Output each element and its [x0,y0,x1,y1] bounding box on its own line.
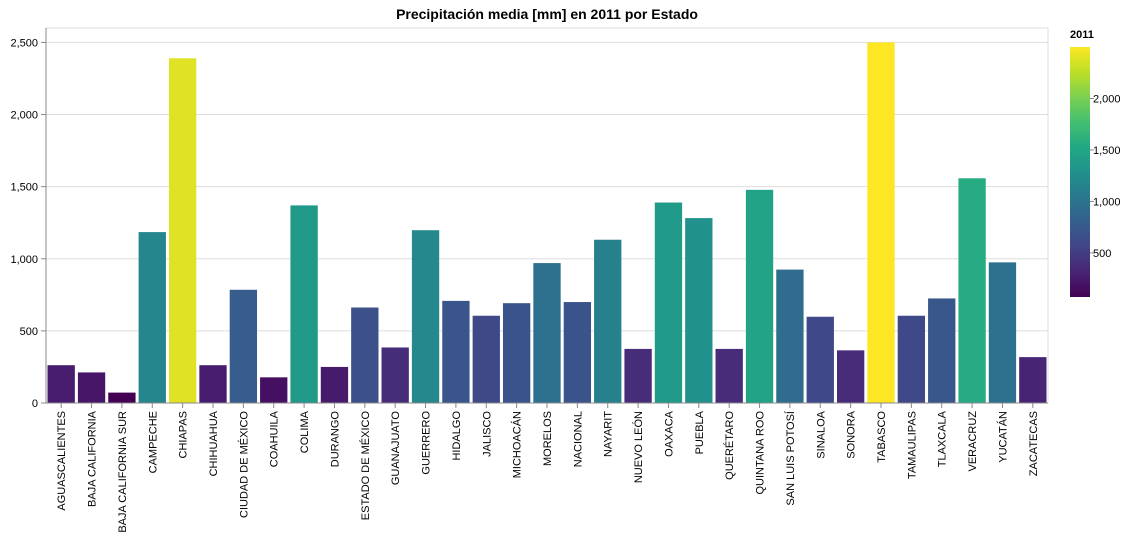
x-tick-label: CAMPECHE [147,411,159,473]
bar [229,289,258,403]
color-legend: 2011 500 1,000 1,500 2,000 [1070,29,1121,297]
y-tick-label: 1,500 [10,182,38,194]
bar [199,365,227,403]
bar [928,298,956,403]
x-tick-label: GUERRERO [421,411,433,475]
x-tick-label: HIDALGO [451,411,463,461]
bar [958,178,986,403]
bar [624,348,652,403]
x-tick-label: COLIMA [299,410,311,453]
x-tick-label: OAXACA [663,410,675,457]
y-tick-label: 2,500 [10,37,38,49]
legend-tick-label: 1,500 [1093,145,1121,157]
legend-colorbar [1070,47,1090,297]
x-tick-label: CIUDAD DE MÉXICO [237,411,250,518]
bar [685,218,713,403]
bar [533,263,561,403]
bar [594,239,622,403]
x-tick-label: NUEVO LEÓN [632,411,645,483]
x-tick-label: BAJA CALIFORNIA [87,410,99,507]
bar [260,377,288,403]
x-tick-label: PUEBLA [694,410,706,454]
bar [77,372,106,403]
x-tick-label: NAYARIT [603,411,615,457]
x-tick-label: SINALOA [815,410,827,458]
x-tick-label: ESTADO DE MÉXICO [359,411,372,521]
x-tick-label: QUERÉTARO [723,411,736,480]
x-tick-label: CHIHUAHUA [208,410,220,476]
bar [138,232,166,403]
legend-tick-label: 1,000 [1093,196,1121,208]
x-tick-label: GUANAJUATO [390,411,402,486]
bar [1019,357,1047,403]
x-tick-label: QUINTANA ROO [755,411,767,495]
x-tick-label: ZACATECAS [1028,411,1040,476]
x-tick-label: BAJA CALIFORNIA SUR [117,411,129,533]
bar [563,302,592,403]
x-tick-label: MORELOS [542,411,554,466]
bars [47,42,1047,404]
bar [745,189,774,403]
y-tick-label: 1,000 [10,254,38,266]
y-tick-label: 2,000 [10,110,38,122]
bar [836,350,865,403]
x-tick-label: MICHOACÁN [511,411,524,478]
x-axis: AGUASCALIENTES BAJA CALIFORNIA BAJA CALIFO… [46,402,1048,533]
bar [715,348,743,403]
bar [351,307,379,403]
x-tick-label: VERACRUZ [967,411,979,472]
bar [108,392,136,403]
legend-tick-label: 500 [1093,248,1111,260]
x-tick-label: YUCATÁN [996,411,1009,463]
bar [47,365,75,403]
bar [867,42,895,404]
legend-tick-label: 2,000 [1093,93,1121,105]
bar [290,205,318,403]
gridlines [46,27,1049,404]
legend-title: 2011 [1070,29,1094,41]
bar [472,315,500,403]
x-tick-label: CHIAPAS [178,411,190,458]
bar [502,303,531,403]
x-tick-label: SONORA [846,410,858,458]
bar [988,262,1017,403]
bar [654,202,683,403]
bar [411,230,440,403]
chart-title: Precipitación media [mm] en 2011 por Est… [396,6,698,22]
x-tick-label: TAMAULIPAS [906,411,918,479]
bar [897,315,926,403]
x-tick-label: NACIONAL [572,411,584,467]
bar [168,58,197,404]
x-tick-label: SAN LUIS POTOSÍ [784,410,797,505]
x-tick-label: TABASCO [876,411,888,463]
x-tick-label: TLAXCALA [937,410,949,467]
x-tick-label: COAHUILA [269,410,281,467]
x-tick-label: DURANGO [329,411,341,468]
y-axis: 0 500 1,000 1,500 2,000 2,500 [10,28,47,410]
bar [381,347,409,403]
bar [320,366,349,403]
bar [806,316,834,403]
y-tick-label: 0 [32,398,38,410]
x-tick-label: JALISCO [481,411,493,457]
y-tick-label: 500 [20,326,38,338]
bar [442,300,470,403]
bar [776,269,804,403]
x-tick-label: AGUASCALIENTES [56,411,68,511]
